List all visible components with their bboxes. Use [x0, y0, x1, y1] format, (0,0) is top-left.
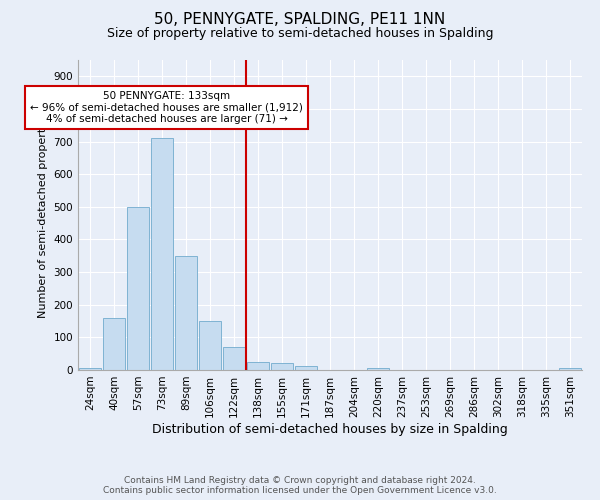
Text: Size of property relative to semi-detached houses in Spalding: Size of property relative to semi-detach…: [107, 28, 493, 40]
Text: 50, PENNYGATE, SPALDING, PE11 1NN: 50, PENNYGATE, SPALDING, PE11 1NN: [154, 12, 446, 28]
Text: 50 PENNYGATE: 133sqm
← 96% of semi-detached houses are smaller (1,912)
4% of sem: 50 PENNYGATE: 133sqm ← 96% of semi-detac…: [31, 91, 303, 124]
Bar: [175, 256, 197, 370]
Bar: [199, 321, 221, 370]
Bar: [271, 364, 293, 370]
Bar: [559, 368, 581, 370]
Bar: [127, 207, 149, 370]
Bar: [79, 368, 101, 370]
Bar: [103, 318, 125, 370]
Bar: [223, 347, 245, 370]
Bar: [247, 362, 269, 370]
Bar: [295, 366, 317, 370]
Y-axis label: Number of semi-detached properties: Number of semi-detached properties: [38, 112, 48, 318]
Text: Contains HM Land Registry data © Crown copyright and database right 2024.
Contai: Contains HM Land Registry data © Crown c…: [103, 476, 497, 495]
X-axis label: Distribution of semi-detached houses by size in Spalding: Distribution of semi-detached houses by …: [152, 422, 508, 436]
Bar: [367, 368, 389, 370]
Bar: [151, 138, 173, 370]
